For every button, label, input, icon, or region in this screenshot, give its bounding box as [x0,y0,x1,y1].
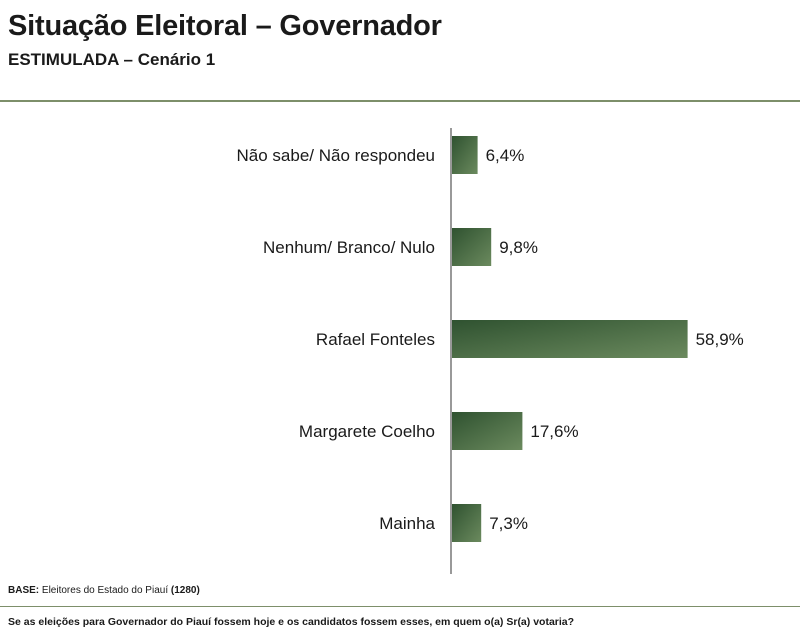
bar [452,504,482,542]
data-label: 6,4% [486,146,525,165]
bar [452,412,523,450]
data-label: 17,6% [530,422,578,441]
data-label: 9,8% [499,238,538,257]
data-label: 7,3% [489,514,528,533]
base-count: (1280) [170,585,200,596]
base-note: BASE: Eleitores do Estado do Piauí (1280… [8,585,200,596]
category-label: Nenhum/ Branco/ Nulo [263,238,435,257]
bar [452,136,478,174]
base-text: Eleitores do Estado do Piauí [41,585,169,596]
bar [452,228,492,266]
data-label: 58,9% [696,330,744,349]
bar [452,320,688,358]
chart-subtitle: ESTIMULADA – Cenário 1 [8,50,216,69]
bar-chart: Não sabe/ Não respondeu 6,4% Nenhum/ Branc… [237,128,744,574]
category-label: Rafael Fonteles [316,330,435,349]
footer-divider [0,606,800,607]
category-label: Mainha [379,514,435,533]
header-divider [0,100,800,102]
category-label: Margarete Coelho [299,422,435,441]
category-label: Não sabe/ Não respondeu [237,146,435,165]
chart-title: Situação Eleitoral – Governador [8,10,442,42]
survey-question: Se as eleições para Governador do Piauí … [8,616,575,628]
base-label: BASE: [8,585,40,596]
